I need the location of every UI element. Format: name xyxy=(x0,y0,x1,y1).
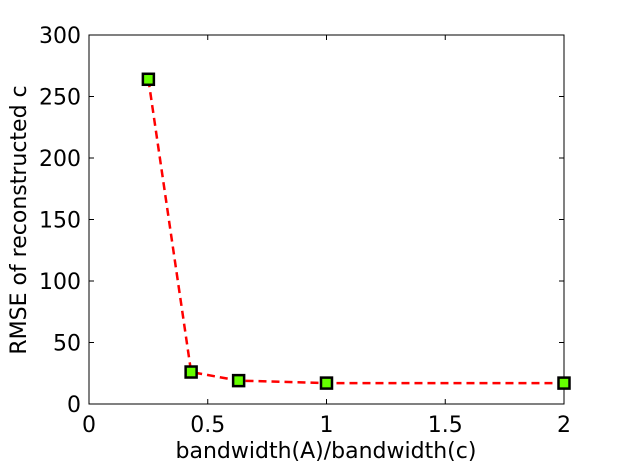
series-line xyxy=(147,79,564,385)
x-axis-label: bandwidth(A)/bandwidth(c) xyxy=(176,439,477,464)
data-point xyxy=(141,72,156,87)
y-tick-label: 300 xyxy=(39,24,81,49)
x-tick-label: 1.5 xyxy=(428,413,463,438)
y-tick-label: 0 xyxy=(67,393,81,418)
data-point xyxy=(184,365,198,379)
y-tick-label: 200 xyxy=(39,147,81,172)
y-tick-label: 100 xyxy=(39,270,81,295)
y-tick-label: 150 xyxy=(39,209,81,234)
x-tick-label: 0.5 xyxy=(190,413,225,438)
data-point xyxy=(231,373,246,388)
axes-box xyxy=(88,34,565,405)
y-axis-label: RMSE of reconstructed c xyxy=(7,85,32,354)
x-tick-label: 2 xyxy=(557,413,571,438)
data-point xyxy=(557,376,571,390)
x-tick-label: 0 xyxy=(82,413,96,438)
x-tick-label: 1 xyxy=(320,413,334,438)
data-point xyxy=(319,376,334,390)
y-tick-label: 50 xyxy=(53,332,81,357)
y-tick-label: 250 xyxy=(39,86,81,111)
